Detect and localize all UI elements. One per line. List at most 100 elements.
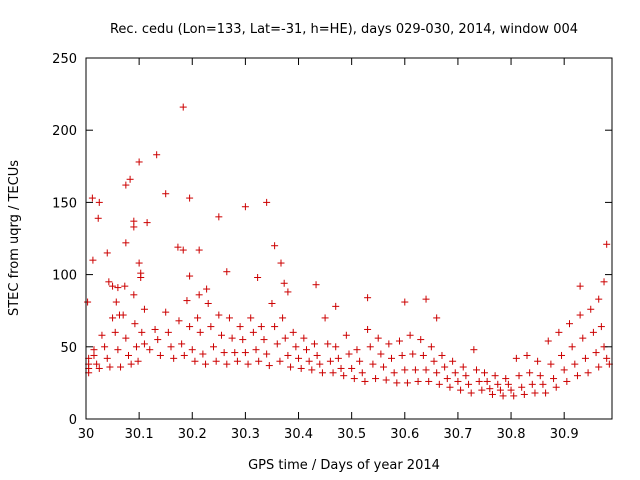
- data-point: [277, 259, 285, 267]
- data-point: [369, 360, 377, 368]
- data-point: [478, 386, 486, 394]
- data-point: [560, 366, 568, 374]
- data-point: [512, 354, 520, 362]
- data-point: [195, 246, 203, 254]
- data-point: [276, 357, 284, 365]
- y-tick-label: 200: [52, 124, 77, 139]
- x-tick-label: 30.9: [550, 427, 579, 442]
- data-point: [563, 377, 571, 385]
- data-point: [374, 334, 382, 342]
- data-point: [520, 390, 528, 398]
- data-point: [467, 389, 475, 397]
- data-point: [433, 314, 441, 322]
- data-point: [131, 320, 139, 328]
- data-point: [186, 323, 194, 331]
- data-point: [603, 354, 611, 362]
- data-point: [247, 314, 255, 322]
- data-point: [134, 357, 142, 365]
- data-point: [308, 366, 316, 374]
- data-point: [194, 314, 202, 322]
- data-point: [326, 357, 334, 365]
- data-point: [109, 282, 117, 290]
- data-point: [547, 360, 555, 368]
- x-tick-label: 30.3: [231, 427, 260, 442]
- data-point: [154, 336, 162, 344]
- data-point: [345, 350, 353, 358]
- data-point: [195, 291, 203, 299]
- data-point: [122, 181, 130, 189]
- data-point: [332, 302, 340, 310]
- data-point: [111, 328, 119, 336]
- data-point: [401, 366, 409, 374]
- data-point: [348, 364, 356, 372]
- data-point: [257, 323, 265, 331]
- data-point: [88, 194, 96, 202]
- data-point: [411, 366, 419, 374]
- data-point: [126, 175, 134, 183]
- data-point: [114, 346, 122, 354]
- data-point: [84, 298, 92, 306]
- data-point: [395, 337, 403, 345]
- data-point: [316, 360, 324, 368]
- data-point: [215, 311, 223, 319]
- data-point: [364, 325, 372, 333]
- data-point: [324, 340, 332, 348]
- data-point: [263, 350, 271, 358]
- data-point: [337, 364, 345, 372]
- data-point: [603, 240, 611, 248]
- data-point: [483, 377, 491, 385]
- data-point: [162, 190, 170, 198]
- data-point: [179, 246, 187, 254]
- data-point: [581, 354, 589, 362]
- data-point: [292, 343, 300, 351]
- data-point: [125, 351, 133, 359]
- data-point: [130, 291, 138, 299]
- data-point: [180, 351, 188, 359]
- data-point: [146, 346, 154, 354]
- data-point: [438, 351, 446, 359]
- y-tick-label: 0: [69, 413, 77, 428]
- data-point: [494, 380, 502, 388]
- data-point: [151, 325, 159, 333]
- data-point: [95, 364, 103, 372]
- data-point: [191, 357, 199, 365]
- data-point: [223, 268, 231, 276]
- data-point: [183, 297, 191, 305]
- data-point: [433, 369, 441, 377]
- data-point: [210, 343, 218, 351]
- data-point: [457, 386, 465, 394]
- data-point: [225, 314, 233, 322]
- data-point: [507, 386, 515, 394]
- data-point: [491, 372, 499, 380]
- data-point: [518, 383, 526, 391]
- data-point: [425, 377, 433, 385]
- data-point: [470, 346, 478, 354]
- data-point: [175, 317, 183, 325]
- data-point: [109, 314, 117, 322]
- data-point: [542, 389, 550, 397]
- data-point: [265, 362, 273, 370]
- data-point: [592, 349, 600, 357]
- data-point: [284, 288, 292, 296]
- data-point: [329, 369, 337, 377]
- data-point: [284, 351, 292, 359]
- data-point: [164, 328, 172, 336]
- data-point: [342, 331, 350, 339]
- data-point: [279, 314, 287, 322]
- data-point: [268, 299, 276, 307]
- x-tick-label: 30.6: [390, 427, 419, 442]
- data-point: [310, 340, 318, 348]
- y-tick-label: 50: [60, 341, 77, 356]
- data-point: [430, 357, 438, 365]
- x-tick-label: 30.1: [125, 427, 154, 442]
- data-point: [202, 360, 210, 368]
- data-point: [528, 380, 536, 388]
- data-point: [101, 343, 109, 351]
- data-point: [539, 380, 547, 388]
- data-point: [504, 380, 512, 388]
- data-point: [122, 334, 130, 342]
- data-point: [473, 366, 481, 374]
- data-point: [475, 377, 483, 385]
- data-point: [526, 369, 534, 377]
- data-point: [199, 350, 207, 358]
